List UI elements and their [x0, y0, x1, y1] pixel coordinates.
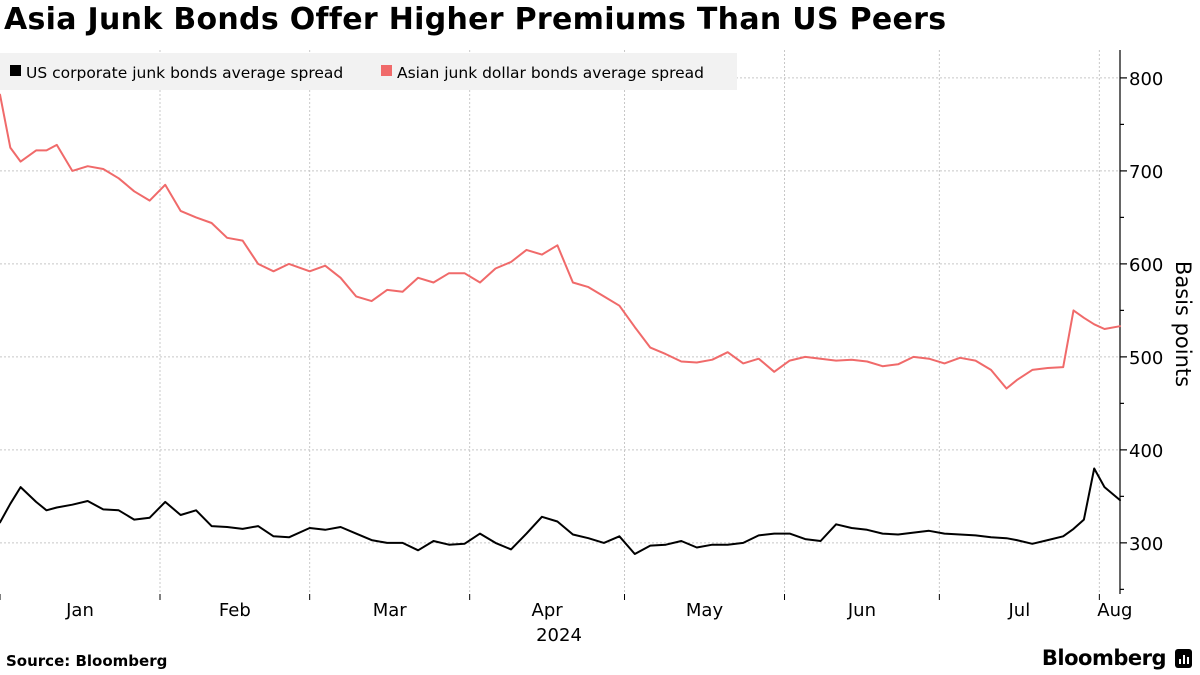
- series-line-asian-junk-dollar: [0, 93, 1121, 390]
- chart: 300 400 500 600 700 800 Jan Feb Mar Apr May Jun Jul…: [0, 50, 1195, 645]
- x-axis: Jan Feb Mar Apr May Jun Jul Aug: [0, 594, 1132, 621]
- y-tick-label-700: 700: [1129, 162, 1163, 183]
- series-lines: [0, 93, 1121, 555]
- x-tick-label-aug: Aug: [1097, 600, 1132, 621]
- legend-label-us: US corporate junk bonds average spread: [26, 64, 343, 82]
- x-tick-label-jan: Jan: [65, 600, 94, 621]
- y-axis-label: Basis points: [1171, 261, 1195, 387]
- legend-swatch-us: [10, 65, 21, 76]
- y-tick-label-500: 500: [1129, 348, 1163, 369]
- y-tick-label-800: 800: [1129, 69, 1163, 90]
- source-note: Source: Bloomberg: [6, 652, 168, 670]
- legend-background: [0, 53, 737, 90]
- x-tick-label-apr: Apr: [532, 600, 564, 621]
- x-tick-label-jun: Jun: [847, 600, 876, 621]
- y-tick-label-300: 300: [1129, 534, 1163, 555]
- bloomberg-logo: Bloomberg: [1041, 646, 1167, 670]
- chart-title: Asia Junk Bonds Offer Higher Premiums Th…: [4, 2, 947, 37]
- x-axis-year-label: 2024: [536, 625, 582, 645]
- y-axis: 300 400 500 600 700 800: [1120, 69, 1163, 590]
- vertical-gridlines: [159, 50, 1100, 594]
- series-line-us-corporate-junk: [0, 467, 1121, 555]
- x-tick-label-may: May: [686, 600, 724, 621]
- x-tick-label-feb: Feb: [219, 600, 251, 621]
- legend[interactable]: US corporate junk bonds average spread A…: [0, 53, 737, 90]
- x-tick-label-mar: Mar: [373, 600, 408, 621]
- bloomberg-terminal-icon: [1175, 649, 1192, 668]
- y-tick-label-400: 400: [1129, 441, 1163, 462]
- legend-swatch-asia: [381, 65, 392, 76]
- y-tick-label-600: 600: [1129, 255, 1163, 276]
- x-tick-label-jul: Jul: [1007, 600, 1030, 621]
- horizontal-gridlines: [0, 77, 1120, 544]
- legend-label-asia: Asian junk dollar bonds average spread: [397, 64, 704, 82]
